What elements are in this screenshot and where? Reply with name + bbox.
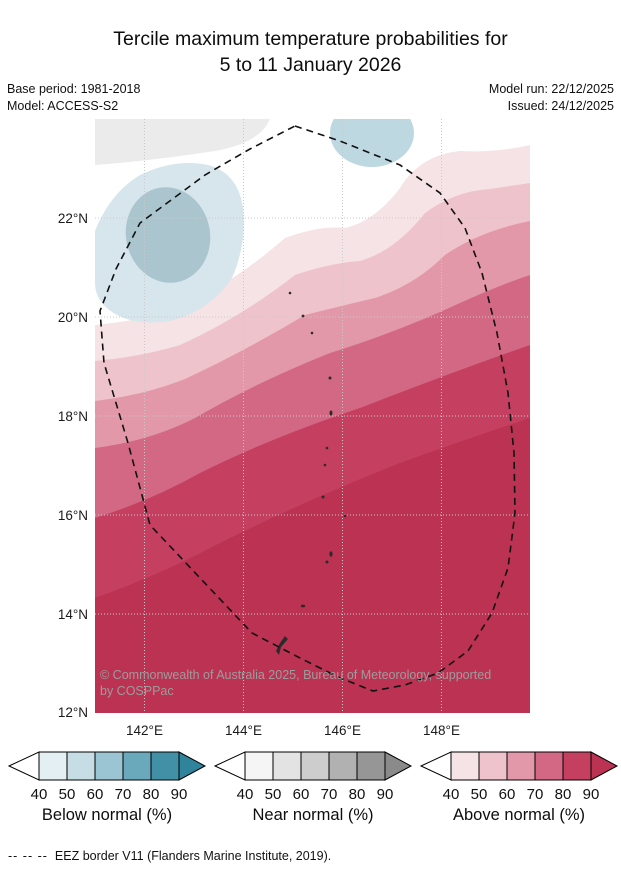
model-label: Model: ACCESS-S2	[7, 99, 119, 113]
eez-footnote-text: EEZ border V11 (Flanders Marine Institut…	[54, 849, 332, 863]
island-tinian	[325, 560, 329, 564]
grid	[95, 119, 530, 713]
legend-cell	[38, 751, 68, 781]
legend-tick: 40	[31, 786, 48, 802]
legend-tick: 90	[583, 786, 600, 802]
legend-cell	[478, 751, 508, 781]
island-dot	[343, 514, 347, 518]
legend-tick: 60	[87, 786, 104, 802]
islands	[276, 291, 347, 655]
legend-cell	[7, 751, 40, 781]
legend-above-normal-bar: 40 50 60 70 80 90	[419, 751, 619, 802]
legend-above-normal: 40 50 60 70 80 90 Above normal (%)	[419, 750, 619, 825]
legend-cell	[94, 751, 124, 781]
meta-left: Base period: 1981-2018 Model: ACCESS-S2	[7, 81, 140, 115]
probability-field	[95, 119, 530, 713]
legend-cell	[300, 751, 330, 781]
island-dot	[310, 331, 314, 335]
lat-label: 14°N	[58, 607, 88, 622]
legend-tick: 70	[115, 786, 132, 802]
legend-cell	[562, 751, 592, 781]
legend-cell	[244, 751, 274, 781]
legend-cell	[122, 751, 152, 781]
above-normal-band-90-plus	[95, 418, 530, 713]
legend-near-normal: 40 50 60 70 80 90 Near normal (%)	[213, 750, 413, 825]
island-dot	[301, 314, 305, 318]
legend-cell	[66, 751, 96, 781]
legend-near-normal-caption: Near normal (%)	[252, 806, 374, 824]
legend-cell	[419, 751, 452, 781]
island-saipan	[329, 551, 333, 557]
island-dot	[323, 463, 327, 467]
lon-label: 142°E	[126, 723, 163, 738]
legend-near-normal-bar: 40 50 60 70 80 90	[213, 751, 413, 802]
island-rota	[300, 604, 306, 608]
island-dot	[325, 446, 329, 450]
below-normal-region-north	[330, 119, 414, 167]
eez-footnote: -- -- -- EEZ border V11 (Flanders Marine …	[8, 849, 331, 863]
lon-label: 148°E	[423, 723, 460, 738]
legend-tick: 90	[171, 786, 188, 802]
legend-tick: 70	[527, 786, 544, 802]
island-dot	[329, 410, 333, 416]
legend-tick: 90	[377, 786, 394, 802]
legend-cell	[590, 751, 619, 781]
copyright-line-1: © Commonwealth of Australia 2025, Bureau…	[100, 668, 491, 682]
legend-tick: 50	[265, 786, 282, 802]
island-dot	[328, 376, 332, 380]
legend-cell	[272, 751, 302, 781]
legend-tick: 40	[443, 786, 460, 802]
legend-tick: 80	[349, 786, 366, 802]
legend-below-normal: 40 50 60 70 80 90 Below normal (%)	[7, 750, 207, 825]
legend-below-normal-caption: Below normal (%)	[41, 806, 173, 824]
legend-cell	[450, 751, 480, 781]
island-guam	[276, 636, 288, 655]
issued-label: Issued: 24/12/2025	[507, 99, 614, 113]
legend-tick: 60	[499, 786, 516, 802]
title-line-1: Tercile maximum temperature probabilitie…	[113, 28, 508, 50]
island-dot	[321, 495, 325, 499]
model-run-label: Model run: 22/12/2025	[488, 82, 614, 96]
legend-cell	[534, 751, 564, 781]
legend-tick: 50	[471, 786, 488, 802]
legend-tick: 40	[237, 786, 254, 802]
lat-label: 22°N	[58, 211, 88, 226]
page-title: Tercile maximum temperature probabilitie…	[0, 26, 621, 78]
island-dot	[288, 291, 292, 295]
legend-cell	[356, 751, 386, 781]
legend-cell	[150, 751, 180, 781]
lat-label: 12°N	[58, 705, 88, 720]
title-line-2: 5 to 11 January 2026	[219, 54, 402, 76]
copyright-line-2: by COSPPac	[100, 684, 174, 698]
near-normal-region	[95, 119, 270, 165]
legend-tick: 80	[143, 786, 160, 802]
eez-dash-sample: -- -- --	[8, 849, 48, 863]
lon-label: 144°E	[225, 723, 262, 738]
legend-tick: 80	[555, 786, 572, 802]
legend-cell	[506, 751, 536, 781]
below-normal-region-core	[125, 187, 211, 283]
lat-label: 16°N	[58, 508, 88, 523]
legend-cell	[178, 751, 207, 781]
legend-tick: 50	[59, 786, 76, 802]
legend-cell	[213, 751, 246, 781]
legend-above-normal-caption: Above normal (%)	[452, 806, 586, 824]
legend-tick: 60	[293, 786, 310, 802]
eez-border-line	[99, 125, 516, 692]
legend-cell	[328, 751, 358, 781]
base-period-label: Base period: 1981-2018	[7, 82, 141, 96]
lat-label: 18°N	[58, 409, 88, 424]
lon-label: 146°E	[324, 723, 361, 738]
legend-below-normal-bar: 40 50 60 70 80 90	[7, 751, 207, 802]
meta-right: Model run: 22/12/2025 Issued: 24/12/2025	[489, 81, 614, 115]
legend-cell	[384, 751, 413, 781]
probability-map: 22°N 20°N 18°N 16°N 14°N 12°N 142°E 144°…	[58, 119, 530, 738]
lat-label: 20°N	[58, 310, 88, 325]
legend-tick: 70	[321, 786, 338, 802]
